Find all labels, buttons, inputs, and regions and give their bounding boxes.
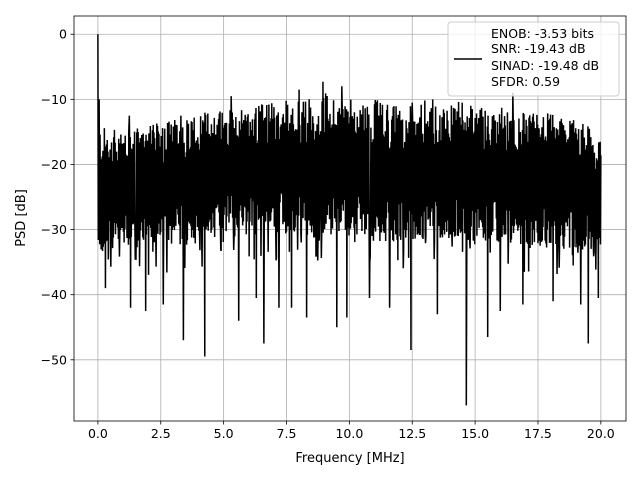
x-tick-label: 20.0 — [587, 426, 615, 441]
y-tick-label: −30 — [41, 222, 67, 237]
y-tick-label: 0 — [59, 27, 67, 42]
x-tick-label: 0.0 — [88, 426, 108, 441]
psd-series-line — [97, 34, 602, 406]
x-tick-label: 12.5 — [398, 426, 426, 441]
y-tick-label: −50 — [41, 352, 67, 367]
x-tick-label: 17.5 — [524, 426, 552, 441]
y-tick-label: −40 — [41, 287, 67, 302]
y-tick-label: −20 — [41, 157, 67, 172]
plot-layer — [97, 34, 602, 406]
x-tick-layer: 0.0 2.5 5.0 7.5 10.0 12.5 15.0 17.5 20.0 — [88, 421, 615, 441]
y-tick-label: −10 — [41, 92, 67, 107]
legend-label-sinad: SINAD: -19.48 dB — [491, 58, 599, 73]
legend: ENOB: -3.53 bits SNR: -19.43 dB SINAD: -… — [447, 21, 620, 97]
legend-label-snr: SNR: -19.43 dB — [491, 41, 586, 56]
axes-frame — [73, 15, 627, 422]
x-tick-label: 7.5 — [277, 426, 297, 441]
legend-label-sfdr: SFDR: 0.59 — [491, 74, 560, 89]
x-tick-label: 2.5 — [151, 426, 171, 441]
legend-label-enob: ENOB: -3.53 bits — [491, 26, 594, 41]
legend-box — [447, 21, 620, 97]
y-axis-label: PSD [dB] — [14, 189, 29, 247]
y-tick-layer: 0 −10 −20 −30 −40 −50 — [41, 27, 74, 367]
x-tick-label: 15.0 — [461, 426, 489, 441]
x-tick-label: 10.0 — [335, 426, 363, 441]
x-tick-label: 5.0 — [214, 426, 234, 441]
x-axis-label: Frequency [MHz] — [295, 451, 404, 466]
